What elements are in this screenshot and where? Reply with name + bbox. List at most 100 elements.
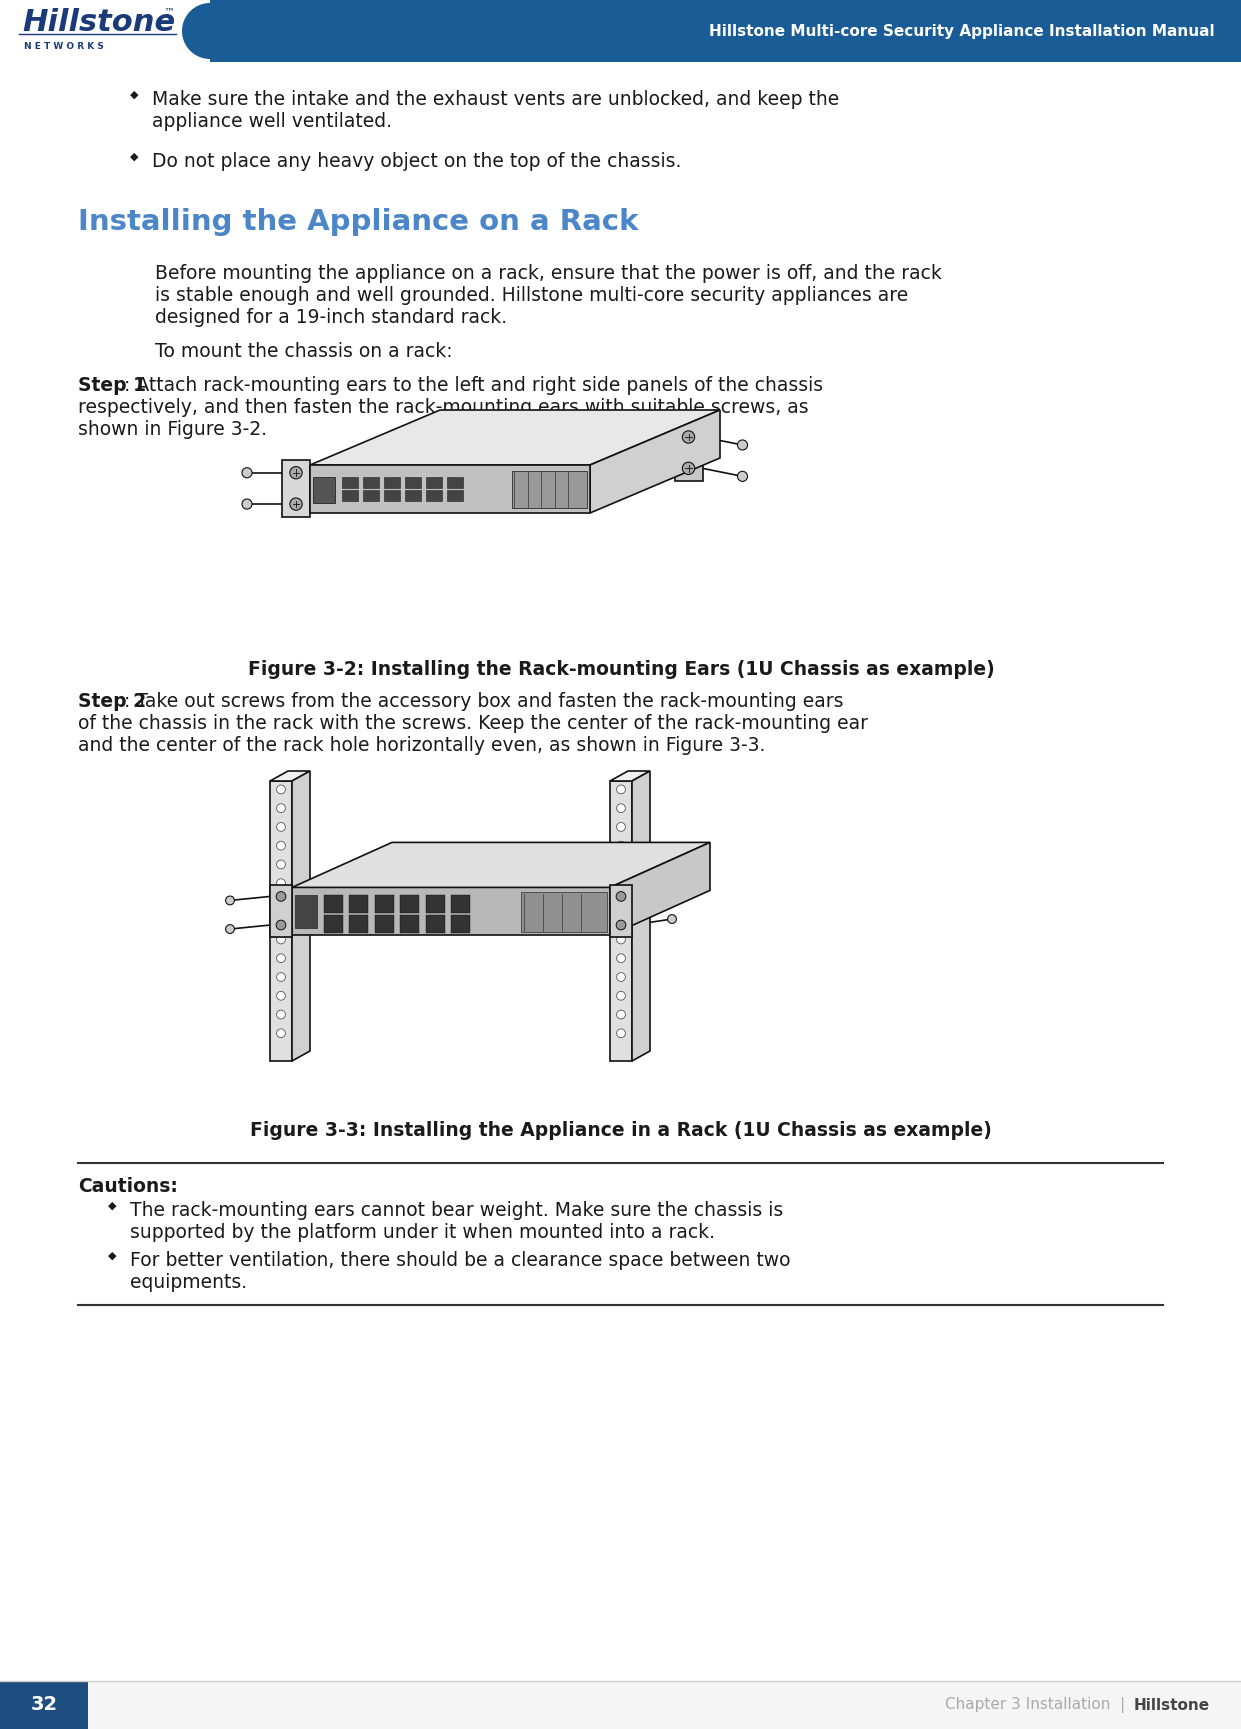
Circle shape (737, 439, 747, 450)
Bar (426, 915, 444, 934)
Bar (447, 477, 463, 488)
Circle shape (617, 920, 625, 930)
Bar (426, 477, 442, 488)
Bar (447, 491, 463, 501)
Circle shape (617, 859, 625, 870)
Bar (406, 477, 421, 488)
Bar (400, 894, 419, 913)
Circle shape (277, 842, 285, 851)
Text: Figure 3-2: Installing the Rack-mounting Ears (1U Chassis as example): Figure 3-2: Installing the Rack-mounting… (248, 660, 994, 679)
Bar (385, 477, 400, 488)
Text: Hillstone: Hillstone (1134, 1698, 1210, 1712)
Bar (385, 491, 400, 501)
Text: For better ventilation, there should be a clearance space between two: For better ventilation, there should be … (130, 1252, 791, 1271)
Text: Chapter 3 Installation  |: Chapter 3 Installation | (944, 1696, 1131, 1713)
Text: ◆: ◆ (108, 1252, 117, 1260)
Bar (292, 887, 611, 935)
Text: shown in Figure 3-2.: shown in Figure 3-2. (78, 420, 267, 439)
Text: is stable enough and well grounded. Hillstone multi-core security appliances are: is stable enough and well grounded. Hill… (155, 285, 908, 304)
Bar (271, 885, 292, 937)
Text: 32: 32 (31, 1696, 57, 1715)
Circle shape (617, 916, 625, 925)
Bar (450, 894, 470, 913)
Circle shape (277, 954, 285, 963)
Circle shape (277, 991, 285, 999)
Text: Figure 3-3: Installing the Appliance in a Rack (1U Chassis as example): Figure 3-3: Installing the Appliance in … (251, 1120, 992, 1139)
Bar (426, 491, 442, 501)
Bar (313, 477, 335, 503)
Circle shape (617, 991, 625, 999)
Text: ◆: ◆ (130, 152, 139, 163)
Circle shape (617, 897, 625, 906)
Text: respectively, and then fasten the rack-mounting ears with suitable screws, as: respectively, and then fasten the rack-m… (78, 398, 809, 417)
Text: Do not place any heavy object on the top of the chassis.: Do not place any heavy object on the top… (151, 152, 681, 171)
Circle shape (617, 823, 625, 832)
Text: Step 2: Step 2 (78, 692, 146, 711)
Circle shape (277, 892, 285, 901)
Bar (675, 424, 702, 481)
Circle shape (277, 920, 285, 930)
Circle shape (226, 925, 235, 934)
Bar (349, 915, 369, 934)
Text: ™: ™ (163, 9, 174, 17)
Circle shape (290, 467, 302, 479)
Polygon shape (310, 465, 589, 514)
Bar (426, 894, 444, 913)
Circle shape (617, 878, 625, 887)
Bar (324, 915, 343, 934)
Text: of the chassis in the rack with the screws. Keep the center of the rack-mounting: of the chassis in the rack with the scre… (78, 714, 867, 733)
Text: equipments.: equipments. (130, 1273, 247, 1292)
Bar (375, 894, 393, 913)
Text: Cautions:: Cautions: (78, 1177, 177, 1196)
Circle shape (277, 916, 285, 925)
Polygon shape (182, 3, 1241, 59)
Circle shape (617, 1010, 625, 1018)
Circle shape (290, 498, 302, 510)
Bar (271, 782, 292, 1062)
Text: : Take out screws from the accessory box and fasten the rack-mounting ears: : Take out screws from the accessory box… (124, 692, 844, 711)
Circle shape (277, 804, 285, 813)
Text: Step 1: Step 1 (78, 375, 146, 394)
Bar (511, 470, 587, 508)
Circle shape (617, 842, 625, 851)
Circle shape (277, 785, 285, 794)
Text: designed for a 19-inch standard rack.: designed for a 19-inch standard rack. (155, 308, 508, 327)
Bar (611, 782, 632, 1062)
Circle shape (226, 896, 235, 904)
Polygon shape (589, 410, 720, 514)
Bar (295, 894, 318, 928)
Bar (210, 0, 1241, 62)
Polygon shape (292, 771, 310, 1062)
Bar (375, 915, 393, 934)
Circle shape (277, 1029, 285, 1037)
Circle shape (683, 462, 695, 474)
Text: ◆: ◆ (108, 1202, 117, 1210)
Bar (0, 1681, 88, 1729)
Circle shape (617, 785, 625, 794)
Circle shape (277, 935, 285, 944)
Circle shape (277, 859, 285, 870)
Circle shape (617, 892, 625, 901)
Bar (0, 0, 210, 62)
Circle shape (617, 973, 625, 982)
Bar (349, 894, 369, 913)
Circle shape (668, 885, 676, 896)
Text: The rack-mounting ears cannot bear weight. Make sure the chassis is: The rack-mounting ears cannot bear weigh… (130, 1202, 783, 1221)
Circle shape (277, 973, 285, 982)
Circle shape (668, 915, 676, 923)
Circle shape (617, 804, 625, 813)
Text: and the center of the rack hole horizontally even, as shown in Figure 3-3.: and the center of the rack hole horizont… (78, 737, 766, 756)
Polygon shape (310, 410, 720, 465)
Text: N E T W O R K S: N E T W O R K S (24, 41, 104, 50)
Bar (450, 915, 470, 934)
Circle shape (277, 878, 285, 887)
Bar (364, 477, 379, 488)
Text: Before mounting the appliance on a rack, ensure that the power is off, and the r: Before mounting the appliance on a rack,… (155, 265, 942, 284)
Circle shape (277, 1010, 285, 1018)
Text: To mount the chassis on a rack:: To mount the chassis on a rack: (155, 342, 453, 361)
Polygon shape (611, 771, 650, 782)
Bar (521, 892, 607, 932)
Circle shape (737, 472, 747, 481)
Text: Hillstone: Hillstone (22, 7, 175, 36)
Bar (343, 477, 357, 488)
